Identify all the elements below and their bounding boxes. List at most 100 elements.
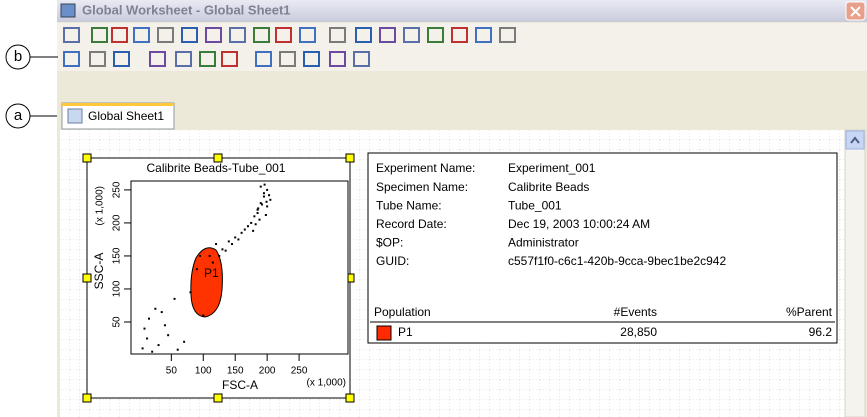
- callout-label: b: [14, 48, 22, 65]
- gate-population: [191, 248, 223, 317]
- tab-label: Global Sheet1: [88, 109, 164, 123]
- event-dot: [177, 349, 179, 351]
- event-dot: [228, 240, 230, 242]
- resize-handle: [214, 394, 222, 402]
- event-dot: [215, 243, 217, 245]
- tab-bar: [57, 100, 867, 130]
- population-color: [377, 326, 391, 340]
- x-tick-label: 50: [166, 366, 178, 377]
- page: {"window": {"title": "Global Worksheet -…: [0, 0, 867, 417]
- y-unit: (x 1,000): [95, 186, 106, 225]
- event-dot: [263, 196, 265, 198]
- column-header: Population: [374, 305, 431, 319]
- event-dot: [241, 232, 243, 234]
- event-dot: [199, 255, 201, 257]
- event-dot: [146, 337, 148, 339]
- toolbar: [57, 47, 867, 71]
- event-dot: [264, 184, 266, 186]
- event-dot: [174, 298, 176, 300]
- column-header: %Parent: [786, 305, 833, 319]
- event-dot: [244, 229, 246, 231]
- event-dot: [189, 291, 191, 293]
- event-dot: [263, 192, 265, 194]
- x-tick-label: 200: [259, 366, 276, 377]
- event-dot: [257, 207, 259, 209]
- event-dot: [202, 314, 204, 316]
- population-events: 28,850: [620, 325, 657, 339]
- event-dot: [164, 324, 166, 326]
- field-value: c557f1f0-c6c1-420b-9cca-9bec1be2c942: [508, 254, 726, 268]
- event-dot: [148, 318, 150, 320]
- event-dot: [161, 311, 163, 313]
- event-dot: [183, 341, 185, 343]
- y-tick-label: 50: [112, 316, 123, 328]
- field-value: Dec 19, 2003 10:00:24 AM: [508, 217, 650, 231]
- event-dot: [250, 222, 252, 224]
- event-dot: [258, 219, 260, 221]
- tab-highlight: [62, 103, 174, 106]
- event-dot: [221, 248, 223, 250]
- x-tick-label: 250: [291, 366, 308, 377]
- y-tick-label: 100: [112, 280, 123, 297]
- plot-area: [131, 181, 348, 354]
- gate-label: P1: [204, 266, 219, 280]
- resize-handle: [83, 274, 91, 282]
- y-tick-label: 250: [112, 181, 123, 198]
- population-name: P1: [398, 325, 413, 339]
- x-tick-label: 100: [195, 366, 212, 377]
- event-dot: [266, 205, 268, 207]
- callout-label: a: [14, 107, 23, 124]
- event-dot: [151, 351, 153, 353]
- x-unit: (x 1,000): [307, 378, 346, 389]
- event-dot: [266, 201, 268, 203]
- event-dot: [268, 194, 270, 196]
- plot-title: Calibrite Beads-Tube_001: [147, 161, 286, 175]
- field-value: Experiment_001: [508, 161, 596, 175]
- resize-handle: [346, 154, 354, 162]
- field-label: Experiment Name:: [376, 161, 475, 175]
- scrollbar[interactable]: [845, 130, 865, 417]
- field-label: Tube Name:: [376, 198, 442, 212]
- event-dot: [269, 199, 271, 201]
- event-dot: [154, 308, 156, 310]
- event-dot: [247, 225, 249, 227]
- event-dot: [167, 334, 169, 336]
- x-tick-label: 150: [227, 366, 244, 377]
- tab-icon: [68, 109, 82, 123]
- event-dot: [257, 212, 259, 214]
- event-dot: [266, 189, 268, 191]
- event-dot: [237, 238, 239, 240]
- resize-handle: [346, 394, 354, 402]
- field-value: Tube_001: [508, 198, 562, 212]
- y-label: SSC-A: [92, 253, 106, 290]
- event-dot: [158, 344, 160, 346]
- population-parent: 96.2: [809, 325, 833, 339]
- y-tick-label: 200: [112, 214, 123, 231]
- event-dot: [143, 328, 145, 330]
- scroll-up[interactable]: [846, 131, 864, 149]
- event-dot: [142, 347, 144, 349]
- y-tick-label: 150: [112, 247, 123, 264]
- resize-handle: [83, 154, 91, 162]
- event-dot: [225, 250, 227, 252]
- field-label: GUID:: [376, 254, 409, 268]
- event-dot: [260, 186, 262, 188]
- resize-handle: [83, 394, 91, 402]
- app-icon: [61, 4, 75, 17]
- event-dot: [252, 230, 254, 232]
- screen: Global Worksheet - Global Sheet1 b a Glo…: [0, 0, 867, 417]
- event-dot: [196, 268, 198, 270]
- window-title: Global Worksheet - Global Sheet1: [82, 2, 291, 17]
- event-dot: [218, 255, 220, 257]
- event-dot: [234, 236, 236, 238]
- event-dot: [209, 255, 211, 257]
- field-label: Record Date:: [376, 217, 447, 231]
- field-label: Specimen Name:: [376, 180, 468, 194]
- field-label: $OP:: [376, 236, 403, 250]
- event-dot: [255, 223, 257, 225]
- event-dot: [212, 262, 214, 264]
- event-dot: [265, 214, 267, 216]
- field-value: Administrator: [508, 236, 579, 250]
- event-dot: [231, 243, 233, 245]
- event-dot: [261, 203, 263, 205]
